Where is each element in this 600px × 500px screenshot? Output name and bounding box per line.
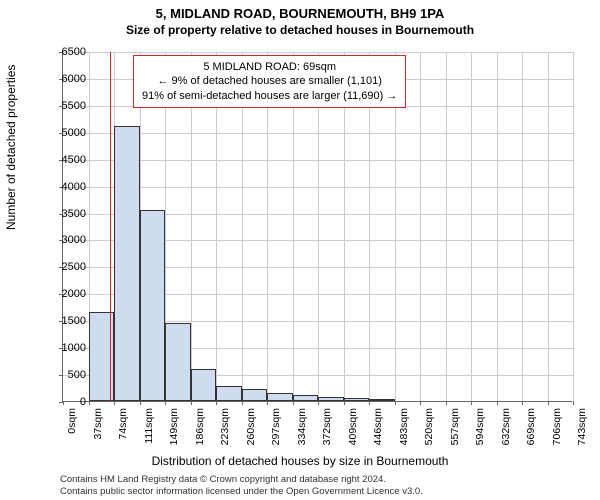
xtick-label: 483sqm (398, 408, 410, 445)
xtick-mark (140, 401, 141, 405)
ytick-label: 5000 (46, 127, 86, 139)
ytick-label: 1500 (46, 315, 86, 327)
xtick-label: 669sqm (525, 408, 537, 445)
xtick-label: 557sqm (449, 408, 461, 445)
xtick-mark (573, 401, 574, 405)
gridline-v (548, 52, 549, 402)
ytick-label: 6500 (46, 46, 86, 58)
xtick-mark (267, 401, 268, 405)
xtick-label: 632sqm (500, 408, 512, 445)
annotation-line-2: ← 9% of detached houses are smaller (1,1… (142, 74, 397, 88)
xtick-mark (191, 401, 192, 405)
ytick-label: 5500 (46, 100, 86, 112)
ytick-label: 6000 (46, 73, 86, 85)
marker-line (110, 52, 111, 402)
xtick-mark (216, 401, 217, 405)
footer-line-1: Contains HM Land Registry data © Crown c… (60, 474, 423, 486)
ytick-label: 2000 (46, 288, 86, 300)
footer-line-2: Contains public sector information licen… (60, 486, 423, 498)
xtick-mark (89, 401, 90, 405)
ytick-label: 2500 (46, 261, 86, 273)
xtick-label: 520sqm (423, 408, 435, 445)
ytick-label: 4000 (46, 181, 86, 193)
gridline-v (471, 52, 472, 402)
xtick-label: 594sqm (474, 408, 486, 445)
histogram-bar (318, 397, 344, 401)
ytick-label: 3000 (46, 234, 86, 246)
page-subtitle: Size of property relative to detached ho… (0, 23, 600, 39)
footer-attribution: Contains HM Land Registry data © Crown c… (60, 474, 423, 498)
xtick-mark (318, 401, 319, 405)
plot-region: 5 MIDLAND ROAD: 69sqm← 9% of detached ho… (62, 52, 572, 402)
xtick-mark (242, 401, 243, 405)
histogram-bar (293, 395, 319, 401)
histogram-bar (140, 210, 166, 401)
xtick-label: 743sqm (576, 408, 588, 445)
ytick-label: 3500 (46, 208, 86, 220)
xtick-label: 186sqm (194, 408, 206, 445)
gridline-v (497, 52, 498, 402)
ytick-label: 1000 (46, 342, 86, 354)
xtick-label: 149sqm (168, 408, 180, 445)
y-axis-label: Number of detached properties (4, 65, 18, 230)
histogram-bar (242, 389, 268, 401)
histogram-bar (216, 386, 242, 401)
xtick-label: 409sqm (347, 408, 359, 445)
chart-area: 5 MIDLAND ROAD: 69sqm← 9% of detached ho… (62, 52, 572, 402)
ytick-label: 0 (46, 396, 86, 408)
histogram-bar (344, 398, 370, 401)
gridline-v (573, 52, 574, 402)
gridline-v (522, 52, 523, 402)
xtick-mark (446, 401, 447, 405)
xtick-mark (293, 401, 294, 405)
xtick-label: 74sqm (117, 408, 129, 440)
xtick-label: 260sqm (245, 408, 257, 445)
annotation-line-3: 91% of semi-detached houses are larger (… (142, 89, 397, 103)
xtick-mark (165, 401, 166, 405)
xtick-label: 446sqm (372, 408, 384, 445)
ytick-label: 500 (46, 369, 86, 381)
histogram-bar (267, 393, 293, 401)
histogram-bar (369, 399, 395, 401)
xtick-mark (471, 401, 472, 405)
xtick-label: 223sqm (219, 408, 231, 445)
histogram-bar (191, 369, 217, 401)
xtick-label: 0sqm (66, 408, 78, 434)
gridline-v (446, 52, 447, 402)
xtick-mark (344, 401, 345, 405)
xtick-label: 297sqm (270, 408, 282, 445)
x-axis-label: Distribution of detached houses by size … (0, 454, 600, 468)
xtick-mark (420, 401, 421, 405)
xtick-mark (369, 401, 370, 405)
xtick-label: 37sqm (92, 408, 104, 440)
xtick-mark (395, 401, 396, 405)
ytick-label: 4500 (46, 154, 86, 166)
annotation-line-1: 5 MIDLAND ROAD: 69sqm (142, 60, 397, 74)
xtick-mark (114, 401, 115, 405)
annotation-box: 5 MIDLAND ROAD: 69sqm← 9% of detached ho… (133, 55, 406, 108)
histogram-bar (114, 126, 140, 401)
xtick-label: 334sqm (296, 408, 308, 445)
xtick-label: 372sqm (321, 408, 333, 445)
page-title: 5, MIDLAND ROAD, BOURNEMOUTH, BH9 1PA (0, 0, 600, 23)
xtick-label: 111sqm (143, 408, 155, 444)
xtick-label: 706sqm (551, 408, 563, 445)
xtick-mark (497, 401, 498, 405)
gridline-v (420, 52, 421, 402)
histogram-bar (165, 323, 191, 401)
xtick-mark (548, 401, 549, 405)
xtick-mark (522, 401, 523, 405)
chart-container: 5, MIDLAND ROAD, BOURNEMOUTH, BH9 1PA Si… (0, 0, 600, 500)
